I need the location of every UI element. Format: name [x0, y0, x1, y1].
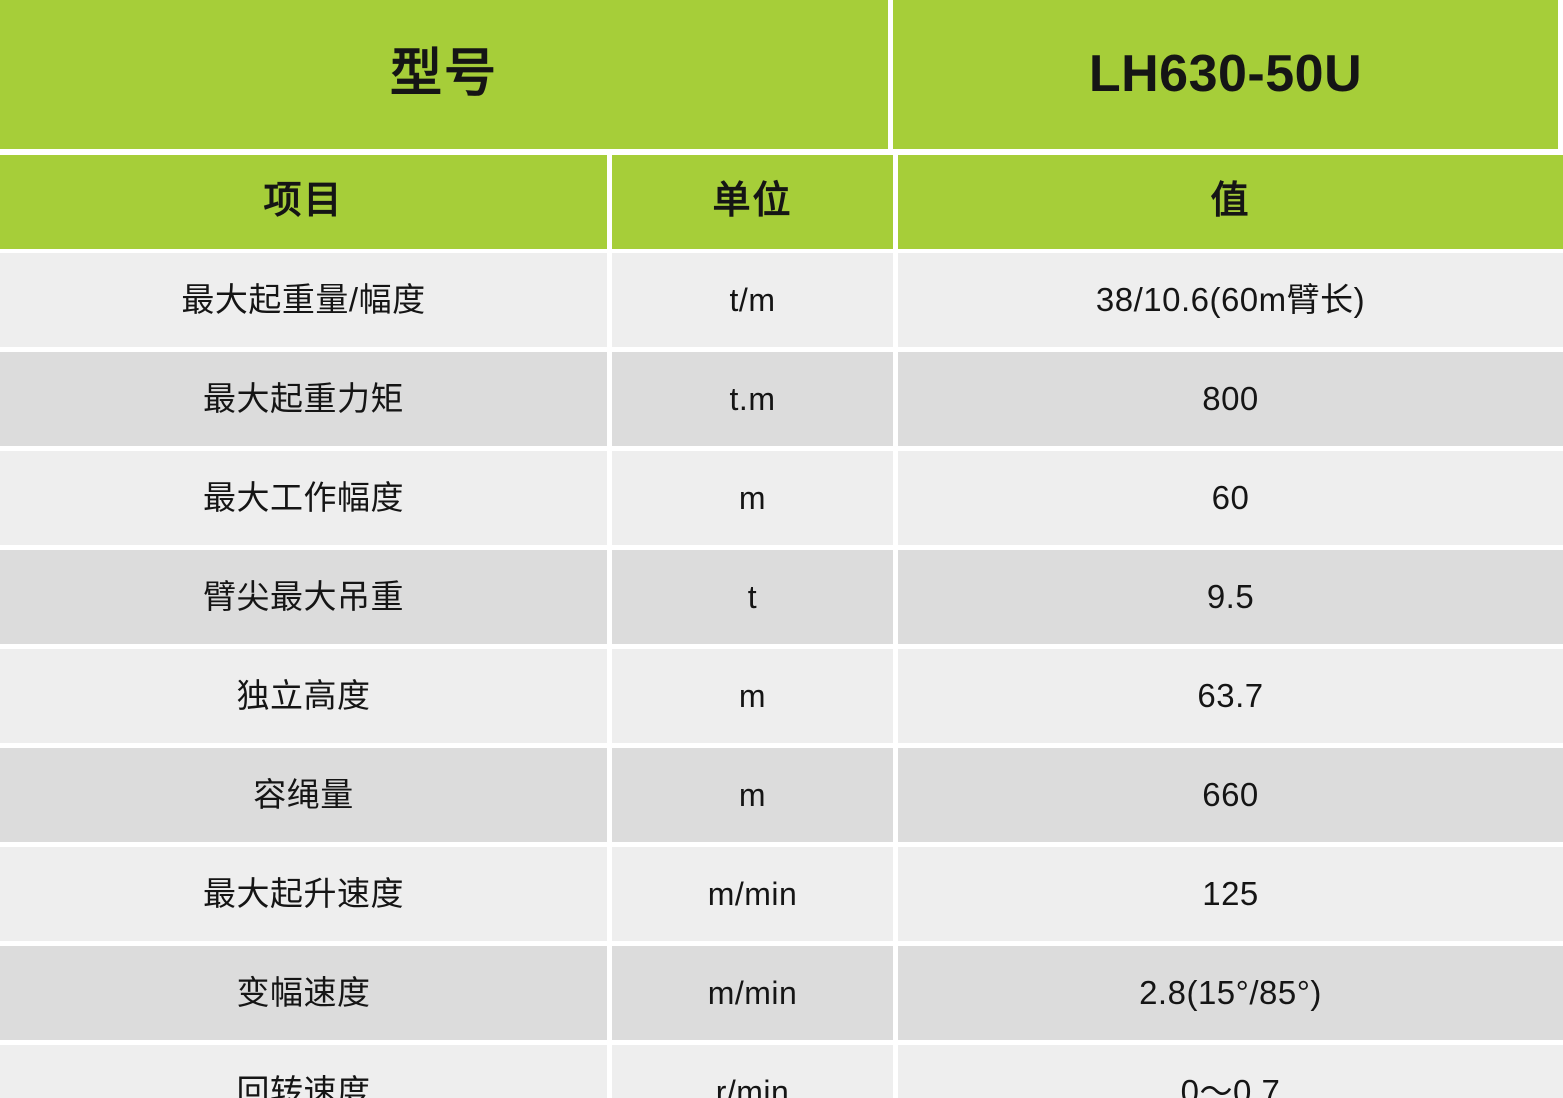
row-value-cell: 800	[898, 352, 1563, 446]
row-item-label: 臂尖最大吊重	[203, 578, 404, 616]
row-unit-cell: m	[612, 649, 893, 743]
row-value-label: 660	[1202, 776, 1259, 814]
row-item-label: 变幅速度	[236, 974, 371, 1012]
column-header-item: 项目	[0, 155, 607, 249]
row-value-label: 2.8(15°/85°)	[1139, 974, 1322, 1012]
row-unit-cell: m/min	[612, 847, 893, 941]
table-row: 最大起重力矩 t.m 800	[0, 352, 1563, 446]
row-item-cell: 变幅速度	[0, 946, 607, 1040]
row-value-cell: 38/10.6(60m臂长)	[898, 253, 1563, 347]
table-row: 最大工作幅度 m 60	[0, 451, 1563, 545]
row-unit-label: m	[738, 479, 767, 516]
table-row: 独立高度 m 63.7	[0, 649, 1563, 743]
row-item-cell: 最大起升速度	[0, 847, 607, 941]
row-value-cell: 63.7	[898, 649, 1563, 743]
row-item-label: 最大起重力矩	[203, 380, 404, 418]
row-value-cell: 125	[898, 847, 1563, 941]
row-unit-label: t.m	[729, 380, 776, 417]
row-value-cell: 9.5	[898, 550, 1563, 644]
row-item-label: 回转速度	[236, 1073, 371, 1098]
row-value-label: 0〜0.7	[1180, 1073, 1281, 1098]
row-unit-label: t	[747, 578, 758, 615]
row-item-label: 最大起重量/幅度	[181, 281, 426, 319]
table-row: 回转速度 r/min 0〜0.7	[0, 1045, 1563, 1098]
model-title-row: 型号 LH630-50U	[0, 0, 1563, 149]
row-item-label: 容绳量	[253, 776, 354, 814]
row-item-cell: 最大起重力矩	[0, 352, 607, 446]
row-item-cell: 臂尖最大吊重	[0, 550, 607, 644]
row-value-label: 800	[1202, 380, 1259, 418]
row-item-label: 最大工作幅度	[203, 479, 404, 517]
row-item-label: 独立高度	[236, 677, 371, 715]
row-value-label: 9.5	[1206, 578, 1255, 616]
table-row: 臂尖最大吊重 t 9.5	[0, 550, 1563, 644]
row-item-cell: 最大起重量/幅度	[0, 253, 607, 347]
row-unit-cell: m/min	[612, 946, 893, 1040]
column-header-value: 值	[898, 155, 1563, 249]
row-unit-cell: t.m	[612, 352, 893, 446]
row-value-cell: 660	[898, 748, 1563, 842]
model-title-value-cell: LH630-50U	[893, 0, 1558, 149]
row-value-cell: 2.8(15°/85°)	[898, 946, 1563, 1040]
column-header-item-label: 项目	[263, 180, 344, 223]
row-item-cell: 最大工作幅度	[0, 451, 607, 545]
column-header-value-label: 值	[1210, 180, 1251, 223]
row-item-cell: 独立高度	[0, 649, 607, 743]
row-unit-cell: m	[612, 451, 893, 545]
table-row: 最大起升速度 m/min 125	[0, 847, 1563, 941]
column-header-unit: 单位	[612, 155, 893, 249]
model-title-value: LH630-50U	[1088, 44, 1363, 103]
row-value-label: 60	[1211, 479, 1250, 517]
model-title-label: 型号	[389, 44, 498, 103]
table-row: 容绳量 m 660	[0, 748, 1563, 842]
row-unit-label: t/m	[729, 281, 776, 318]
row-unit-cell: r/min	[612, 1045, 893, 1098]
row-unit-cell: t	[612, 550, 893, 644]
column-header-unit-label: 单位	[712, 180, 793, 223]
row-unit-cell: m	[612, 748, 893, 842]
table-row: 变幅速度 m/min 2.8(15°/85°)	[0, 946, 1563, 1040]
row-value-cell: 0〜0.7	[898, 1045, 1563, 1098]
table-row: 最大起重量/幅度 t/m 38/10.6(60m臂长)	[0, 253, 1563, 347]
row-unit-label: r/min	[715, 1073, 790, 1098]
row-value-label: 63.7	[1197, 677, 1264, 715]
row-unit-label: m/min	[707, 875, 798, 912]
row-value-label: 125	[1202, 875, 1259, 913]
column-header-row: 项目 单位 值	[0, 155, 1563, 249]
row-unit-label: m/min	[707, 974, 798, 1011]
row-item-label: 最大起升速度	[203, 875, 404, 913]
row-item-cell: 回转速度	[0, 1045, 607, 1098]
model-title-label-cell: 型号	[0, 0, 888, 149]
row-value-label: 38/10.6(60m臂长)	[1095, 281, 1366, 319]
row-unit-cell: t/m	[612, 253, 893, 347]
row-unit-label: m	[738, 677, 767, 714]
row-value-cell: 60	[898, 451, 1563, 545]
row-unit-label: m	[738, 776, 767, 813]
row-item-cell: 容绳量	[0, 748, 607, 842]
